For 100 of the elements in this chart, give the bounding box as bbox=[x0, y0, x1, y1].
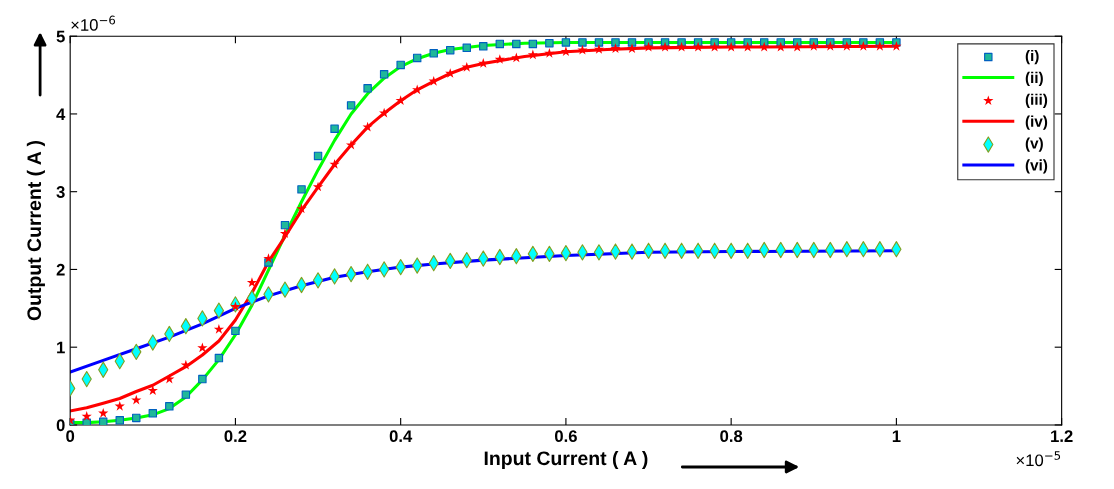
point bbox=[213, 302, 225, 319]
point bbox=[263, 253, 274, 263]
point bbox=[82, 418, 91, 425]
point bbox=[114, 400, 125, 411]
point bbox=[462, 43, 471, 53]
legend-label: (v) bbox=[1025, 137, 1043, 152]
point bbox=[544, 47, 555, 58]
point bbox=[891, 40, 902, 51]
point bbox=[512, 39, 521, 49]
point bbox=[312, 181, 324, 192]
y-axis-title: Output Current ( A ) bbox=[26, 140, 45, 321]
x-tick-label: 1 bbox=[892, 430, 901, 442]
x-tick-label: 0.6 bbox=[554, 430, 577, 443]
point bbox=[578, 38, 587, 47]
point bbox=[99, 417, 108, 425]
text: ×10$^{−5}$ bbox=[1016, 451, 1061, 467]
point bbox=[362, 121, 373, 132]
point bbox=[115, 416, 124, 425]
point bbox=[792, 41, 803, 52]
point bbox=[759, 41, 770, 52]
x-axis-title: Input Current ( A ) bbox=[484, 450, 648, 470]
point bbox=[593, 244, 605, 261]
legend-label: (vi) bbox=[1025, 159, 1048, 174]
point bbox=[81, 411, 92, 421]
point bbox=[659, 41, 671, 52]
point bbox=[98, 407, 109, 418]
x-tick-label: 0.4 bbox=[389, 430, 413, 443]
legend-label: (iii) bbox=[1025, 93, 1048, 108]
point bbox=[313, 151, 323, 161]
point bbox=[626, 243, 638, 260]
point bbox=[825, 40, 836, 51]
y-tick-label: 2 bbox=[56, 263, 65, 276]
point bbox=[379, 107, 390, 118]
point bbox=[874, 40, 885, 51]
point bbox=[627, 38, 637, 47]
y-tick-label: 5 bbox=[56, 30, 65, 43]
point bbox=[147, 385, 158, 396]
point bbox=[478, 58, 489, 68]
point bbox=[363, 84, 372, 93]
point bbox=[692, 242, 704, 259]
point bbox=[345, 139, 357, 150]
point bbox=[329, 159, 340, 169]
point bbox=[246, 277, 258, 288]
point bbox=[726, 41, 737, 52]
point bbox=[808, 40, 819, 51]
point bbox=[742, 41, 753, 52]
point bbox=[214, 353, 224, 363]
x-tick-label: 1.2 bbox=[1051, 430, 1073, 442]
x-tick-label: 0.8 bbox=[720, 430, 743, 443]
point bbox=[495, 39, 505, 49]
point bbox=[296, 203, 307, 214]
point bbox=[230, 301, 241, 312]
point bbox=[775, 41, 786, 52]
y-tick-label: 1 bbox=[57, 341, 65, 354]
point bbox=[561, 38, 571, 47]
text: ×10$^{−6}$ bbox=[71, 15, 116, 31]
point bbox=[429, 49, 438, 58]
point bbox=[379, 70, 389, 79]
point bbox=[279, 281, 291, 298]
point bbox=[297, 185, 306, 194]
point bbox=[132, 413, 141, 423]
legend-label: (i) bbox=[1025, 49, 1039, 65]
point bbox=[709, 41, 720, 52]
point bbox=[346, 101, 356, 110]
point bbox=[659, 242, 671, 259]
point bbox=[494, 54, 505, 64]
point bbox=[611, 38, 620, 47]
y-tick-label: 4 bbox=[56, 108, 66, 120]
point bbox=[148, 409, 158, 418]
point bbox=[479, 42, 488, 51]
point bbox=[396, 60, 405, 70]
legend-label: (iv) bbox=[1025, 115, 1048, 130]
point bbox=[528, 39, 538, 49]
point bbox=[246, 290, 258, 307]
point bbox=[841, 40, 852, 51]
point bbox=[181, 390, 191, 399]
point bbox=[165, 402, 174, 411]
point bbox=[643, 41, 654, 52]
point bbox=[593, 44, 605, 54]
point bbox=[545, 38, 554, 48]
point bbox=[198, 374, 207, 384]
point bbox=[676, 41, 687, 52]
point bbox=[446, 45, 455, 55]
point bbox=[412, 53, 422, 63]
y-tick-label: 0 bbox=[56, 419, 65, 432]
point bbox=[577, 44, 588, 55]
point bbox=[231, 326, 240, 336]
legend-label: (ii) bbox=[1025, 71, 1043, 87]
x-tick-label: 0.2 bbox=[224, 430, 247, 443]
point bbox=[279, 228, 291, 239]
point bbox=[330, 124, 339, 133]
point bbox=[858, 40, 869, 51]
point bbox=[692, 41, 704, 52]
point bbox=[312, 272, 324, 289]
point bbox=[131, 394, 142, 405]
x-tick-label: 0 bbox=[66, 430, 75, 443]
point bbox=[527, 49, 538, 60]
y-tick-label: 3 bbox=[56, 186, 65, 198]
point bbox=[610, 43, 621, 53]
point bbox=[395, 95, 406, 106]
